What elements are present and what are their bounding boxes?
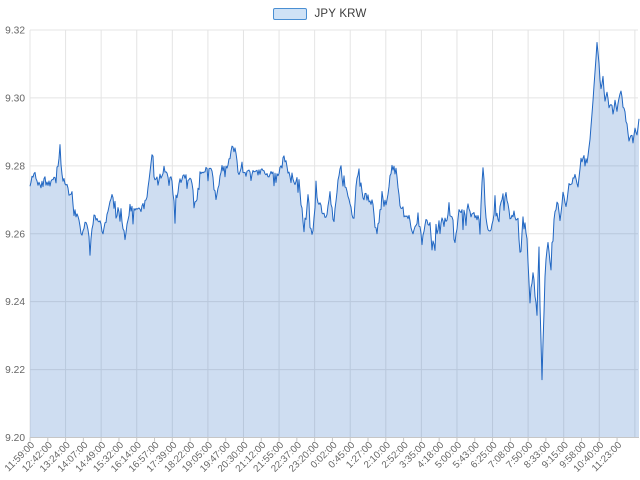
series-line	[29, 41, 640, 381]
y-tick-label: 9.24	[5, 297, 25, 308]
y-tick-label: 9.32	[5, 26, 25, 37]
y-tick-label: 9.20	[5, 433, 25, 444]
series-area	[30, 42, 639, 438]
y-axis-labels: 9.20 9.22 9.24 9.26 9.28 9.30 9.32	[5, 26, 25, 445]
x-axis-labels: 11:59:0012:42:0013:24:0014:07:0014:49:00…	[3, 437, 625, 475]
y-tick-label: 9.26	[5, 229, 25, 240]
y-tick-label: 9.22	[5, 365, 25, 376]
y-tick-label: 9.30	[5, 93, 25, 104]
y-tick-label: 9.28	[5, 161, 25, 172]
gridlines	[29, 29, 638, 438]
